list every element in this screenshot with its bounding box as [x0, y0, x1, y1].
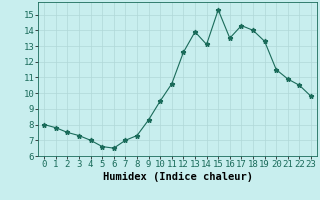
- X-axis label: Humidex (Indice chaleur): Humidex (Indice chaleur): [103, 172, 252, 182]
